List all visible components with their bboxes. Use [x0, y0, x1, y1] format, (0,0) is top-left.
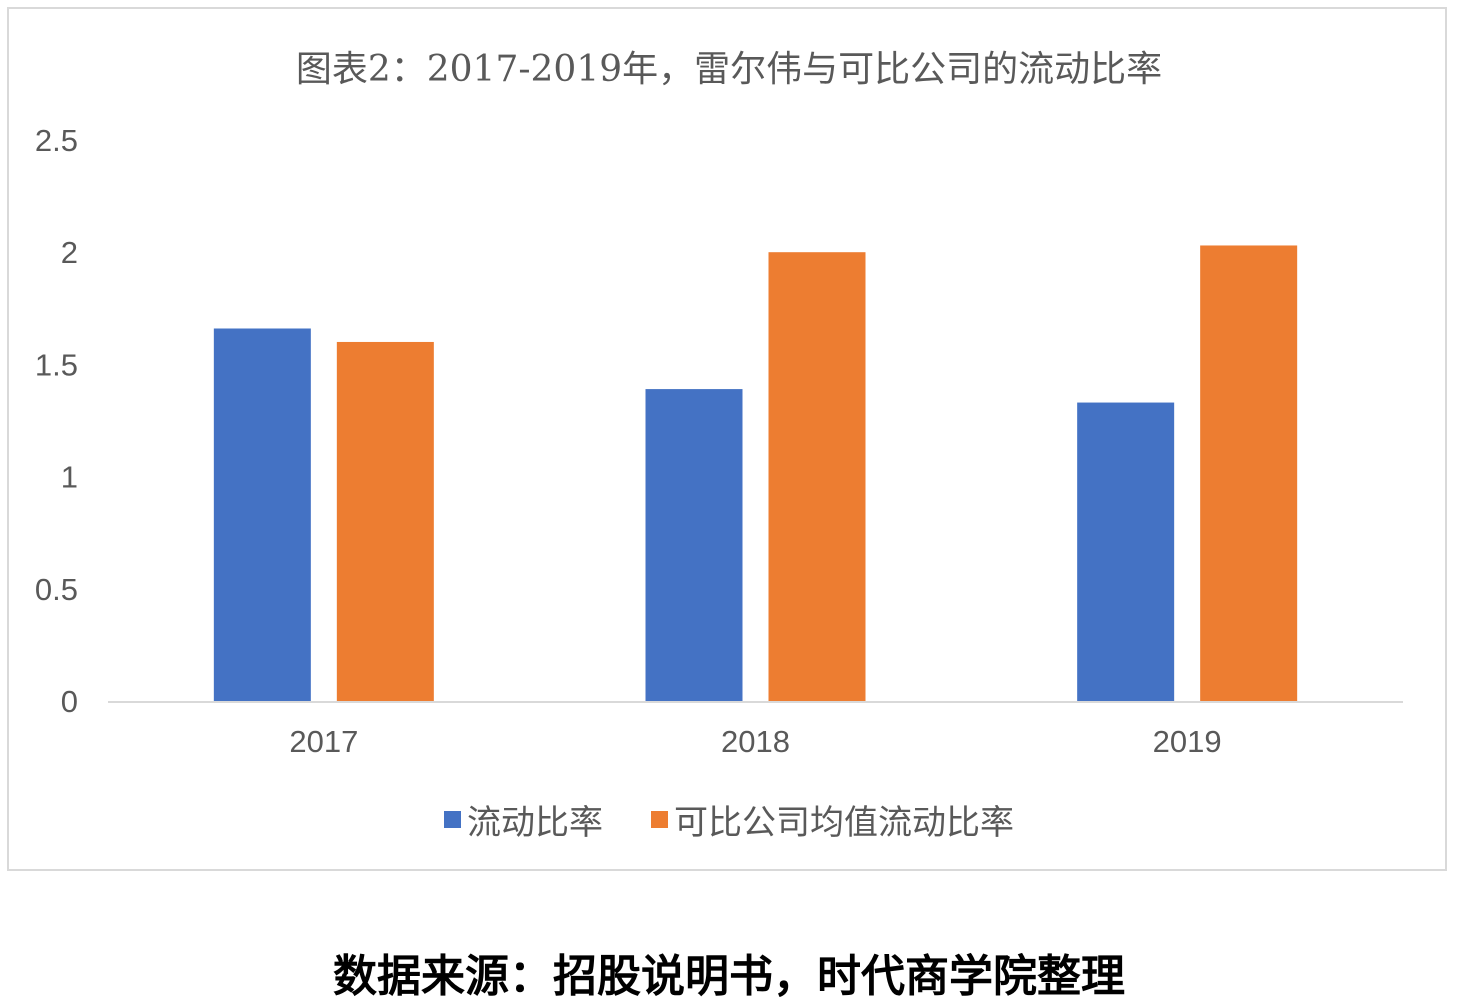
- bar-2017-series-1: [336, 341, 434, 701]
- x-tick-label: 2018: [721, 724, 790, 759]
- chart-title: 图表2：2017-2019年，雷尔伟与可比公司的流动比率: [295, 49, 1163, 90]
- x-tick-label: 2017: [289, 724, 358, 759]
- y-tick-label: 1.5: [35, 347, 78, 382]
- chart-frame: [7, 7, 1447, 871]
- legend-swatch-orange: [651, 811, 668, 828]
- x-tick-label: 2019: [1153, 724, 1222, 759]
- bar-2018-series-1: [768, 252, 866, 701]
- legend-item-peer-average: 可比公司均值流动比率: [651, 795, 1014, 844]
- y-tick-label: 0: [61, 684, 78, 719]
- y-tick-label: 1: [61, 460, 78, 495]
- y-tick-label: 0.5: [35, 572, 78, 607]
- source-note: 数据来源：招股说明书，时代商学院整理: [333, 951, 1125, 1002]
- legend-label: 流动比率: [467, 804, 603, 842]
- bar-2019-series-0: [1077, 402, 1175, 701]
- bar-2018-series-0: [645, 389, 743, 701]
- legend-label: 可比公司均值流动比率: [674, 804, 1014, 842]
- legend-swatch-blue: [444, 811, 461, 828]
- legend-item-current-ratio: 流动比率: [444, 795, 603, 844]
- y-tick-label: 2.5: [35, 123, 78, 158]
- bar-2017-series-0: [213, 328, 311, 701]
- bar-2019-series-1: [1200, 245, 1298, 701]
- legend: 流动比率 可比公司均值流动比率: [0, 795, 1458, 844]
- y-tick-label: 2: [61, 235, 78, 270]
